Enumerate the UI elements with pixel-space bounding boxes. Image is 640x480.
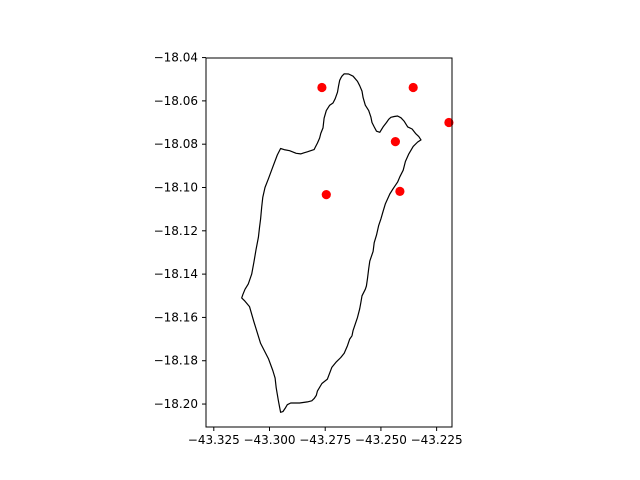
y-tick-label: −18.08 <box>154 137 198 151</box>
x-tick-label: −43.300 <box>243 433 295 447</box>
axes-frame <box>205 57 453 428</box>
y-tick-label: −18.06 <box>154 94 198 108</box>
data-point <box>444 117 454 128</box>
y-tick-label: −18.12 <box>154 224 198 238</box>
y-tick-label: −18.20 <box>154 397 198 411</box>
data-point <box>317 82 327 93</box>
y-tick-label: −18.10 <box>154 180 198 194</box>
data-point <box>395 186 405 196</box>
data-point <box>321 190 331 200</box>
boundary-outline <box>241 73 422 413</box>
x-tick-label: −43.225 <box>411 433 463 447</box>
data-point <box>408 82 418 93</box>
x-tick-label: −43.325 <box>188 433 240 447</box>
y-tick-label: −18.18 <box>154 354 198 368</box>
x-tick-label: −43.275 <box>299 433 351 447</box>
plot-area: −43.325 −43.300 −43.275 −43.250 −43.225 −18.0… <box>154 51 463 447</box>
y-tick-label: −18.14 <box>154 267 198 281</box>
y-tick-label: −18.04 <box>154 51 198 65</box>
y-tick-label: −18.16 <box>154 310 198 324</box>
x-tick-label: −43.250 <box>355 433 407 447</box>
data-point <box>390 137 400 147</box>
